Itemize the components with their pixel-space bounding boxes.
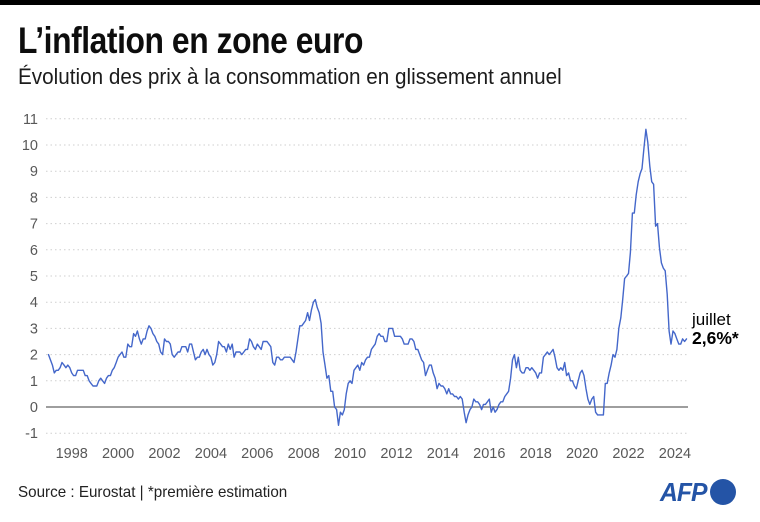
page-subtitle: Évolution des prix à la consommation en … — [18, 64, 562, 89]
y-tick-label: 6 — [30, 243, 38, 259]
y-tick-label: 10 — [22, 138, 38, 154]
annotation-value-label: 2,6%* — [692, 328, 739, 348]
y-tick-label: 11 — [23, 112, 38, 128]
afp-logo: AFP — [660, 477, 736, 507]
x-tick-label: 2008 — [288, 446, 320, 462]
y-tick-label: 4 — [30, 295, 38, 311]
x-tick-label: 2014 — [427, 446, 459, 462]
top-accent-bar — [0, 0, 760, 5]
afp-logo-text: AFP — [660, 477, 707, 507]
y-tick-label: 2 — [30, 348, 38, 364]
x-tick-label: 2010 — [334, 446, 366, 462]
latest-value-annotation: juillet 2,6%* — [692, 310, 739, 348]
x-tick-label: 2000 — [102, 446, 134, 462]
x-tick-label: 2018 — [520, 446, 552, 462]
y-tick-label: -1 — [25, 426, 38, 442]
y-tick-label: 5 — [30, 269, 38, 285]
y-tick-label: 7 — [30, 217, 38, 233]
inflation-line-chart: -1 0 1 2 3 4 5 6 7 8 9 10 11 1998 2000 2002 2004 2006 2008… — [22, 112, 691, 462]
x-tick-label: 2012 — [380, 446, 412, 462]
y-tick-label: 8 — [30, 190, 38, 206]
x-tick-label: 2020 — [566, 446, 598, 462]
x-tick-label: 2022 — [612, 446, 644, 462]
y-tick-label: 0 — [30, 400, 38, 416]
x-tick-label: 2004 — [195, 446, 227, 462]
source-note: Source : Eurostat | *première estimation — [18, 484, 288, 501]
y-tick-label: 3 — [30, 321, 38, 337]
inflation-series-line — [47, 128, 688, 426]
x-tick-label: 2016 — [473, 446, 505, 462]
afp-logo-circle-icon — [710, 479, 736, 505]
annotation-month-label: juillet — [692, 310, 731, 329]
y-tick-label: 1 — [30, 374, 38, 390]
x-tick-label: 2006 — [241, 446, 273, 462]
x-tick-label: 2024 — [659, 446, 691, 462]
y-tick-label: 9 — [30, 164, 38, 180]
x-tick-label: 1998 — [56, 446, 88, 462]
x-tick-label: 2002 — [148, 446, 180, 462]
page-title: L’inflation en zone euro — [18, 20, 364, 61]
